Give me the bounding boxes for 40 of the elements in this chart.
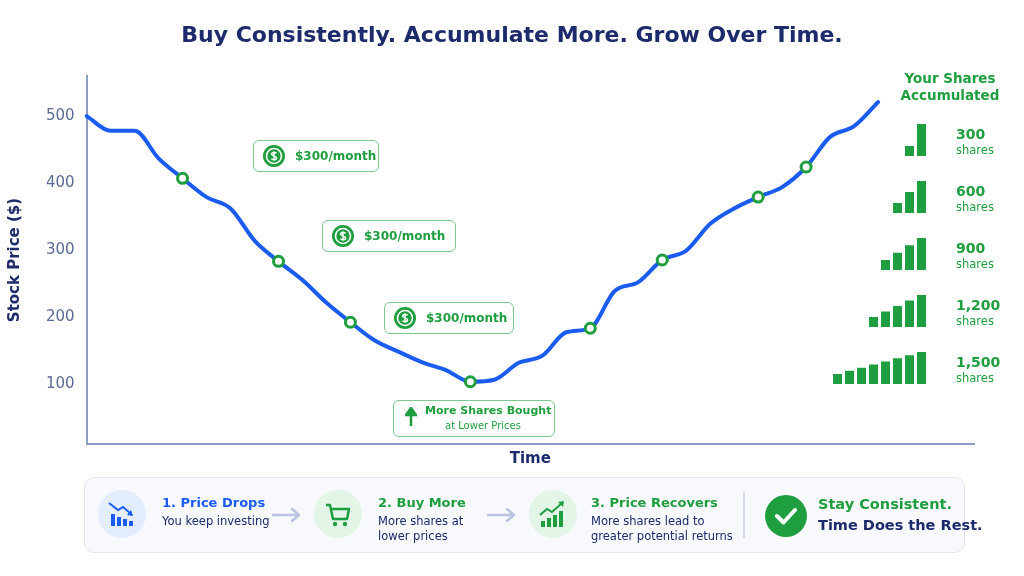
- point: [583, 321, 597, 335]
- text: You keep investing: [162, 514, 270, 528]
- point: [751, 190, 765, 204]
- text: 2. Buy More: [378, 495, 466, 510]
- point: [343, 315, 357, 329]
- annotation: $300/month: [295, 149, 377, 163]
- y-tick-label: 400: [45, 172, 75, 191]
- annotation: 1,500: [956, 354, 1001, 370]
- point: [655, 253, 669, 267]
- point: [176, 171, 190, 185]
- point: [271, 254, 285, 268]
- y-axis-title: Stock Price ($): [4, 197, 23, 323]
- chart-title: Buy Consistently. Accumulate More. Grow Over Time.: [180, 22, 844, 47]
- annotation: Your Shares Accumulated: [900, 70, 1000, 104]
- annotation: 1,200: [956, 297, 1001, 313]
- annotation: $300/month: [426, 311, 508, 325]
- text: More shares lead to greater potential returns: [591, 514, 734, 544]
- y-tick-label: 300: [45, 239, 75, 258]
- annotation: shares: [956, 143, 994, 157]
- text: 1. Price Drops: [162, 495, 266, 510]
- y-tick-label: 100: [45, 373, 75, 392]
- annotation: shares: [956, 314, 994, 328]
- x-axis-title: Time: [509, 448, 551, 467]
- annotation: at Lower Prices: [445, 420, 521, 431]
- point: [799, 160, 813, 174]
- annotation: More Shares Bought: [425, 404, 552, 417]
- text: 3. Price Recovers: [591, 495, 718, 510]
- text: More shares at lower prices: [378, 514, 465, 544]
- annotation: shares: [956, 200, 994, 214]
- annotation: $300/month: [364, 229, 446, 243]
- y-tick-label: 200: [45, 306, 75, 325]
- text: Time Does the Rest.: [818, 517, 983, 533]
- annotation: shares: [956, 371, 994, 385]
- annotation: 600: [956, 183, 986, 199]
- annotation: shares: [956, 257, 994, 271]
- annotation: 300: [956, 126, 986, 142]
- text: Stay Consistent.: [818, 496, 952, 512]
- annotation: 900: [956, 240, 986, 256]
- y-tick-label: 500: [45, 106, 75, 125]
- point: [463, 375, 477, 389]
